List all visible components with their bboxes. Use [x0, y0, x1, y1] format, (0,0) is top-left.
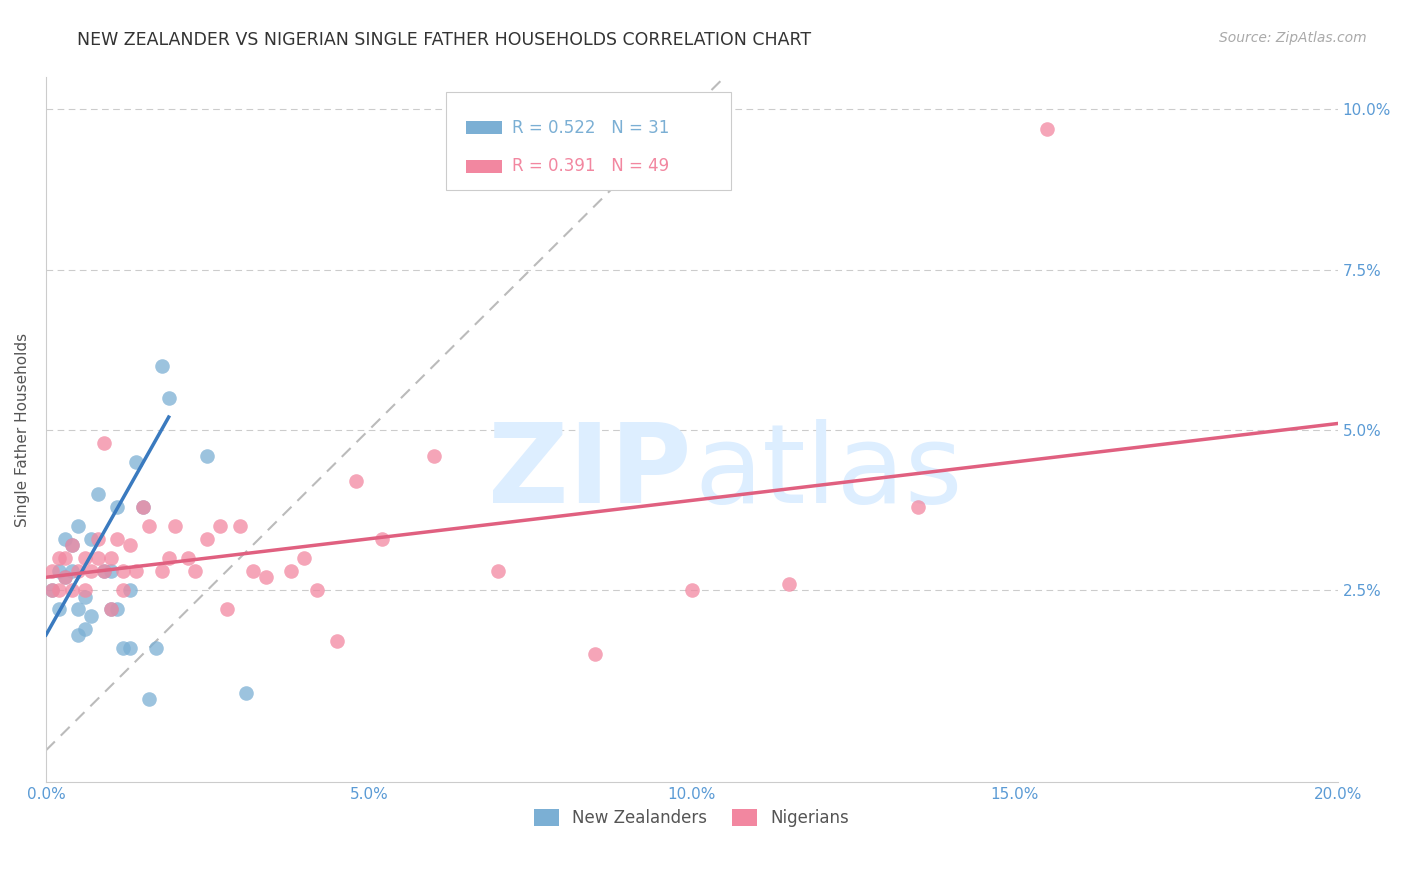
Point: [86, 532, 108, 546]
Point: [60, 538, 83, 552]
Point: [100, 551, 122, 566]
Point: [53, 551, 76, 566]
Point: [53, 570, 76, 584]
Point: [197, 532, 219, 546]
Point: [486, 564, 509, 578]
Point: [1036, 121, 1059, 136]
Point: [138, 519, 160, 533]
Point: [229, 519, 252, 533]
Point: [73, 583, 96, 598]
Point: [73, 590, 96, 604]
Point: [209, 519, 232, 533]
Point: [100, 602, 122, 616]
Point: [105, 500, 128, 514]
Point: [371, 532, 394, 546]
Point: [100, 602, 122, 616]
Point: [67, 564, 90, 578]
Point: [60, 564, 83, 578]
Point: [235, 685, 257, 699]
Point: [157, 391, 180, 405]
Point: [118, 640, 141, 655]
Point: [105, 602, 128, 616]
Point: [41, 583, 63, 598]
Text: R = 0.522   N = 31: R = 0.522 N = 31: [512, 119, 669, 136]
Point: [907, 500, 929, 514]
Point: [80, 608, 103, 623]
Point: [778, 576, 800, 591]
Point: [73, 551, 96, 566]
Point: [41, 564, 63, 578]
FancyBboxPatch shape: [447, 92, 731, 190]
Text: ZIP: ZIP: [488, 418, 692, 525]
Point: [112, 583, 135, 598]
Point: [177, 551, 200, 566]
Point: [86, 551, 108, 566]
Point: [60, 538, 83, 552]
Point: [80, 564, 103, 578]
Point: [86, 487, 108, 501]
Text: Source: ZipAtlas.com: Source: ZipAtlas.com: [1219, 31, 1367, 45]
Y-axis label: Single Father Households: Single Father Households: [15, 333, 30, 527]
Point: [100, 564, 122, 578]
Point: [73, 622, 96, 636]
Point: [197, 449, 219, 463]
Point: [254, 570, 277, 584]
Point: [118, 538, 141, 552]
Point: [67, 628, 90, 642]
FancyBboxPatch shape: [465, 160, 502, 173]
Point: [132, 500, 155, 514]
Point: [422, 449, 444, 463]
Point: [132, 500, 155, 514]
Point: [112, 564, 135, 578]
Point: [118, 583, 141, 598]
Point: [150, 564, 173, 578]
Point: [150, 359, 173, 373]
Point: [48, 583, 70, 598]
Point: [125, 564, 148, 578]
Point: [157, 551, 180, 566]
Text: atlas: atlas: [695, 418, 963, 525]
Point: [93, 435, 115, 450]
Point: [60, 583, 83, 598]
Text: NEW ZEALANDER VS NIGERIAN SINGLE FATHER HOUSEHOLDS CORRELATION CHART: NEW ZEALANDER VS NIGERIAN SINGLE FATHER …: [77, 31, 811, 49]
Point: [292, 551, 315, 566]
Point: [67, 519, 90, 533]
Legend: New Zealanders, Nigerians: New Zealanders, Nigerians: [527, 803, 856, 834]
Text: R = 0.391   N = 49: R = 0.391 N = 49: [512, 157, 669, 176]
Point: [165, 519, 187, 533]
Point: [325, 634, 347, 648]
Point: [41, 583, 63, 598]
Point: [53, 570, 76, 584]
FancyBboxPatch shape: [465, 121, 502, 134]
Point: [48, 602, 70, 616]
Point: [583, 647, 606, 661]
Point: [145, 640, 167, 655]
Point: [105, 532, 128, 546]
Point: [344, 474, 367, 488]
Point: [280, 564, 302, 578]
Point: [112, 640, 135, 655]
Point: [53, 532, 76, 546]
Point: [183, 564, 205, 578]
Point: [80, 532, 103, 546]
Point: [48, 551, 70, 566]
Point: [67, 602, 90, 616]
Point: [125, 455, 148, 469]
Point: [215, 602, 238, 616]
Point: [93, 564, 115, 578]
Point: [138, 692, 160, 706]
Point: [681, 583, 703, 598]
Point: [48, 564, 70, 578]
Point: [307, 583, 329, 598]
Point: [93, 564, 115, 578]
Point: [242, 564, 264, 578]
